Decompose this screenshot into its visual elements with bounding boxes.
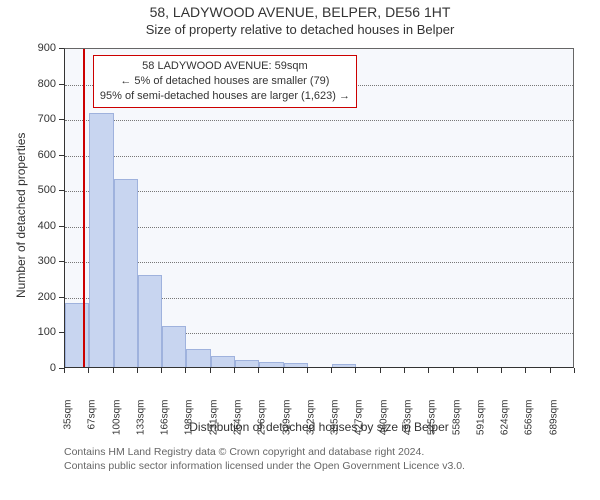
x-tick-mark: [428, 368, 429, 373]
x-tick-mark: [307, 368, 308, 373]
y-tick-mark: [59, 297, 64, 298]
chart-title: 58, LADYWOOD AVENUE, BELPER, DE56 1HT: [0, 0, 600, 20]
y-axis-label: Number of detached properties: [14, 133, 28, 298]
histogram-bar: [235, 360, 259, 367]
y-tick-label: 0: [28, 362, 56, 374]
histogram-bar: [65, 303, 89, 367]
y-tick-mark: [59, 261, 64, 262]
x-axis-label: Distribution of detached houses by size …: [64, 420, 574, 434]
property-marker-line: [83, 49, 85, 367]
y-tick-label: 500: [28, 184, 56, 196]
x-tick-mark: [501, 368, 502, 373]
x-tick-mark: [113, 368, 114, 373]
x-tick-mark: [550, 368, 551, 373]
x-tick-mark: [477, 368, 478, 373]
footer-attribution: Contains HM Land Registry data © Crown c…: [64, 446, 465, 473]
y-tick-mark: [59, 84, 64, 85]
y-tick-mark: [59, 226, 64, 227]
x-tick-mark: [574, 368, 575, 373]
x-tick-mark: [355, 368, 356, 373]
gridline: [65, 227, 573, 228]
annotation-line: 95% of semi-detached houses are larger (…: [100, 89, 350, 104]
histogram-bar: [211, 356, 235, 367]
footer-line-2: Contains public sector information licen…: [64, 460, 465, 474]
x-tick-mark: [258, 368, 259, 373]
y-tick-label: 600: [28, 149, 56, 161]
chart-subtitle: Size of property relative to detached ho…: [0, 20, 600, 41]
histogram-bar: [186, 349, 210, 367]
gridline: [65, 120, 573, 121]
y-tick-label: 900: [28, 42, 56, 54]
gridline: [65, 191, 573, 192]
histogram-bar: [284, 363, 308, 367]
y-tick-mark: [59, 119, 64, 120]
y-tick-label: 700: [28, 113, 56, 125]
x-tick-mark: [185, 368, 186, 373]
histogram-bar: [332, 364, 356, 367]
x-tick-mark: [283, 368, 284, 373]
footer-line-1: Contains HM Land Registry data © Crown c…: [64, 446, 465, 460]
histogram-bar: [259, 362, 283, 367]
y-tick-label: 100: [28, 326, 56, 338]
annotation-box: 58 LADYWOOD AVENUE: 59sqm← 5% of detache…: [93, 55, 357, 108]
y-tick-mark: [59, 190, 64, 191]
y-tick-label: 200: [28, 291, 56, 303]
y-tick-label: 400: [28, 220, 56, 232]
x-tick-mark: [234, 368, 235, 373]
histogram-bar: [162, 326, 186, 367]
x-tick-mark: [161, 368, 162, 373]
x-tick-mark: [453, 368, 454, 373]
x-tick-mark: [331, 368, 332, 373]
y-tick-mark: [59, 332, 64, 333]
x-tick-mark: [380, 368, 381, 373]
y-tick-label: 300: [28, 255, 56, 267]
gridline: [65, 156, 573, 157]
annotation-line: 58 LADYWOOD AVENUE: 59sqm: [100, 59, 350, 74]
y-tick-label: 800: [28, 78, 56, 90]
histogram-bar: [138, 275, 162, 367]
x-tick-mark: [525, 368, 526, 373]
x-tick-mark: [64, 368, 65, 373]
y-tick-mark: [59, 48, 64, 49]
histogram-bar: [114, 179, 138, 367]
y-tick-mark: [59, 155, 64, 156]
chart-container: 58, LADYWOOD AVENUE, BELPER, DE56 1HT Si…: [0, 0, 600, 500]
x-tick-mark: [137, 368, 138, 373]
x-tick-mark: [404, 368, 405, 373]
histogram-bar: [89, 113, 113, 367]
x-tick-mark: [88, 368, 89, 373]
gridline: [65, 262, 573, 263]
x-tick-mark: [210, 368, 211, 373]
annotation-line: ← 5% of detached houses are smaller (79): [100, 74, 350, 89]
plot-area: 58 LADYWOOD AVENUE: 59sqm← 5% of detache…: [64, 48, 574, 368]
